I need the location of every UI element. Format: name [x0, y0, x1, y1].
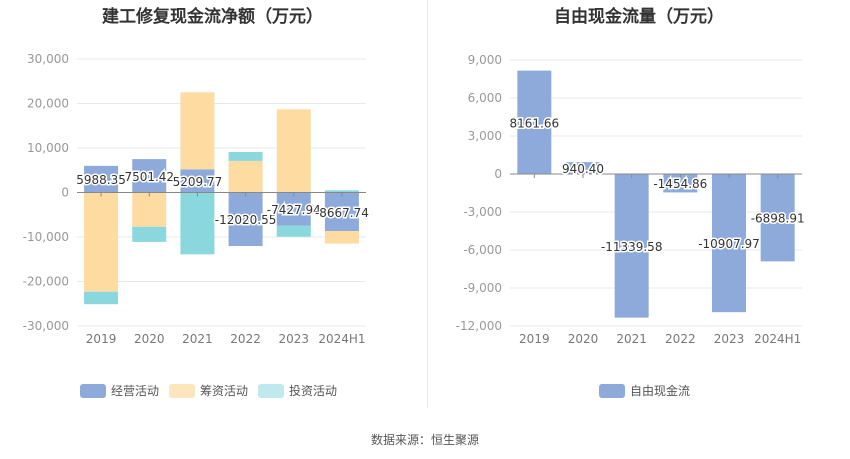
right-ytick-label: 6,000: [468, 91, 502, 105]
left-xtick-label: 2020: [134, 332, 165, 346]
right-ytick-label: -6,000: [463, 243, 502, 257]
right-bar-2022-0: [663, 174, 698, 193]
left-ytick-label: -20,000: [23, 275, 69, 289]
left-bar-2020-1: [132, 192, 167, 227]
right-ytick-label: -9,000: [463, 281, 502, 295]
left-ytick-label: -10,000: [23, 230, 69, 244]
left-legend: 经营活动 筹资活动 投资活动: [80, 382, 347, 399]
right-data-label: -10907.97: [698, 237, 760, 251]
legend-label-free-cashflow: 自由现金流: [630, 384, 691, 398]
left-xtick-label: 2019: [86, 332, 117, 346]
left-chart-title: 建工修复现金流净额（万元）: [102, 7, 323, 27]
left-data-label: 7501.42: [124, 170, 174, 184]
left-bar-2021-1: [180, 92, 215, 170]
legend-label-operating: 经营活动: [111, 384, 160, 398]
left-bar-2019-2: [84, 291, 119, 305]
left-bar-2022-1: [228, 160, 263, 193]
left-data-label: -8667.74: [315, 206, 369, 220]
right-bar-2021-0: [614, 174, 649, 318]
left-bar-2019-0: [84, 165, 119, 193]
right-data-label: -6898.91: [751, 212, 805, 226]
left-ytick-label: -30,000: [23, 319, 69, 333]
right-xtick-label: 2023: [714, 332, 745, 346]
right-bar-2023-0: [712, 174, 746, 313]
left-ytick-label: 10,000: [27, 141, 69, 155]
right-xtick-label: 2022: [665, 332, 696, 346]
left-data-label: -12020.55: [215, 213, 277, 227]
right-ytick-label: -12,000: [456, 319, 502, 333]
left-xtick-label: 2024H1: [318, 332, 365, 346]
right-bar-2020-0: [566, 162, 600, 174]
cashflow-net-chart: 30,000 20,000 10,000 0 -10,000 -20,000 -30,000…: [23, 52, 371, 346]
left-ytick-label: 30,000: [27, 52, 69, 66]
free-cashflow-chart: 9,000 6,000 3,000 0 -3,000 -6,000 -9,000 -12,00…: [456, 53, 806, 346]
left-bar-2021-0: [180, 169, 215, 193]
right-bar-2024H1-0: [760, 174, 795, 262]
legend-label-financing: 筹资活动: [200, 384, 249, 398]
right-xtick-label: 2020: [568, 332, 599, 346]
left-bar-2019-1: [84, 192, 119, 292]
left-bar-2020-0: [132, 159, 167, 193]
right-xtick-label: 2019: [519, 332, 550, 346]
left-ytick-label: 0: [61, 186, 69, 200]
right-xtick-label: 2024H1: [754, 332, 801, 346]
right-data-label: 940.40: [562, 162, 604, 176]
left-bar-2023-1: [276, 109, 311, 193]
left-ytick-label: 20,000: [27, 97, 69, 111]
right-data-label: -1454.86: [653, 177, 707, 191]
right-ytick-label: 0: [494, 167, 502, 181]
legend-item-free-cashflow[interactable]: 自由现金流: [599, 382, 690, 399]
left-bar-2022-0: [228, 192, 263, 246]
right-ytick-label: 9,000: [468, 53, 502, 67]
chart-divider: [427, 0, 428, 408]
left-data-label: -7427.94: [267, 203, 321, 217]
legend-item-operating[interactable]: 经营活动: [80, 382, 159, 399]
legend-swatch-financing: [169, 383, 196, 398]
left-bar-2023-0: [276, 192, 311, 226]
right-ytick-label: -3,000: [463, 205, 502, 219]
left-xtick-label: 2023: [278, 332, 309, 346]
right-chart-title: 自由现金流量（万元）: [554, 7, 724, 27]
right-ytick-label: 3,000: [468, 129, 502, 143]
right-bar-2019-0: [517, 70, 552, 174]
left-bar-2020-2: [132, 226, 167, 242]
left-xtick-label: 2021: [182, 332, 213, 346]
left-bar-2021-2: [180, 192, 215, 255]
legend-label-investing: 投资活动: [289, 384, 338, 398]
right-legend: 自由现金流: [599, 382, 700, 399]
left-bar-2023-2: [276, 225, 311, 237]
left-bar-2024H1-1: [324, 231, 359, 244]
left-bar-2022-2: [228, 152, 263, 161]
left-data-label: 5988.35: [76, 173, 126, 187]
data-source-note: 数据来源：恒生聚源: [370, 433, 479, 447]
legend-item-investing[interactable]: 投资活动: [258, 382, 337, 399]
right-data-label: -11339.58: [601, 240, 663, 254]
legend-swatch-investing: [258, 383, 285, 398]
legend-item-financing[interactable]: 筹资活动: [169, 382, 248, 399]
left-xtick-label: 2022: [230, 332, 261, 346]
right-data-label: 8161.66: [510, 116, 560, 130]
right-xtick-label: 2021: [616, 332, 647, 346]
left-bar-2024H1-0: [324, 192, 359, 232]
left-bar-2024H1-2: [324, 190, 359, 193]
left-data-label: 5209.77: [173, 175, 223, 189]
legend-swatch-free-cashflow: [599, 383, 625, 398]
legend-swatch-operating: [80, 383, 106, 398]
